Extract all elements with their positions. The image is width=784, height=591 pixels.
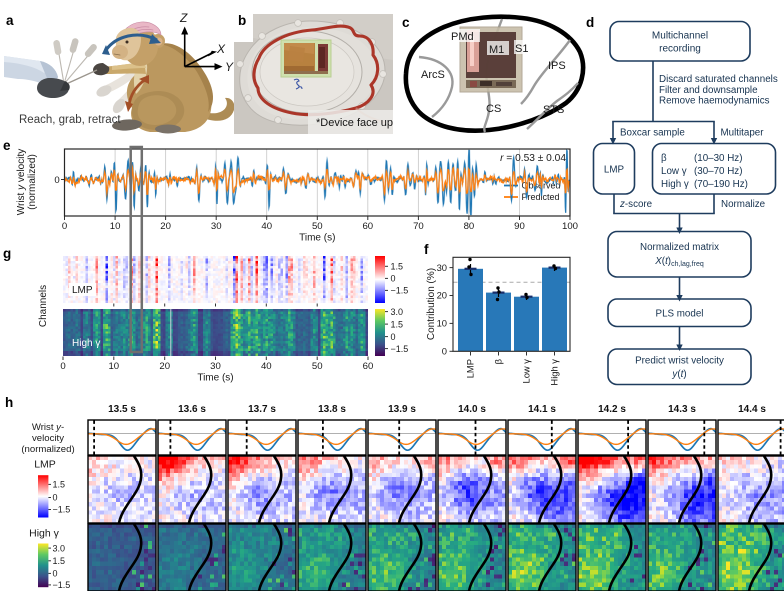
svg-text:*Device face up: *Device face up xyxy=(316,117,393,129)
svg-text:Time (s): Time (s) xyxy=(299,233,335,244)
svg-text:β: β xyxy=(661,153,667,164)
svg-text:−1.5: −1.5 xyxy=(391,344,409,354)
svg-text:0: 0 xyxy=(391,274,396,284)
svg-text:(30–70 Hz): (30–70 Hz) xyxy=(694,166,742,177)
svg-text:(10–30 Hz): (10–30 Hz) xyxy=(694,153,742,164)
svg-text:Normalized matrix: Normalized matrix xyxy=(640,242,719,253)
svg-text:100: 100 xyxy=(562,221,578,232)
svg-text:30: 30 xyxy=(211,221,222,232)
svg-text:velocity: velocity xyxy=(32,433,64,444)
svg-text:PMd: PMd xyxy=(451,31,474,43)
svg-text:(normalized): (normalized) xyxy=(27,154,38,210)
svg-text:1.5: 1.5 xyxy=(391,262,404,272)
svg-text:40: 40 xyxy=(261,361,272,372)
svg-text:60: 60 xyxy=(362,221,373,232)
svg-text:14.0 s: 14.0 s xyxy=(458,404,486,415)
svg-text:1.5: 1.5 xyxy=(391,319,404,329)
svg-text:13.8 s: 13.8 s xyxy=(318,404,346,415)
svg-text:Discard saturated channels: Discard saturated channels xyxy=(659,74,778,85)
svg-text:−1.5: −1.5 xyxy=(391,286,409,296)
svg-text:LMP: LMP xyxy=(465,359,476,378)
svg-text:IPS: IPS xyxy=(548,60,566,72)
svg-text:1.5: 1.5 xyxy=(53,480,66,490)
svg-text:70: 70 xyxy=(413,221,424,232)
svg-text:10: 10 xyxy=(437,318,447,329)
svg-text:z-score: z-score xyxy=(619,199,653,210)
svg-text:y(t): y(t) xyxy=(671,369,686,380)
svg-text:14.1 s: 14.1 s xyxy=(528,404,556,415)
svg-text:STS: STS xyxy=(543,104,564,116)
svg-text:13.5 s: 13.5 s xyxy=(108,404,136,415)
svg-text:0: 0 xyxy=(442,346,447,357)
svg-text:3.0: 3.0 xyxy=(53,543,66,553)
svg-text:20: 20 xyxy=(437,290,447,301)
svg-text:0: 0 xyxy=(53,569,58,579)
svg-text:Multichannel: Multichannel xyxy=(652,31,708,42)
svg-text:30: 30 xyxy=(437,262,447,273)
svg-text:60: 60 xyxy=(363,361,374,372)
svg-text:40: 40 xyxy=(261,221,272,232)
svg-text:Multitaper: Multitaper xyxy=(721,128,765,139)
svg-text:(70–190 Hz): (70–190 Hz) xyxy=(694,179,748,190)
svg-text:0: 0 xyxy=(62,221,67,232)
svg-text:β: β xyxy=(493,358,504,364)
svg-text:3.0: 3.0 xyxy=(391,307,404,317)
svg-text:Channels: Channels xyxy=(38,285,49,327)
svg-text:30: 30 xyxy=(210,361,221,372)
svg-text:Remove haemodynamics: Remove haemodynamics xyxy=(659,96,770,107)
svg-text:13.6 s: 13.6 s xyxy=(178,404,206,415)
svg-text:20: 20 xyxy=(159,361,170,372)
svg-text:CS: CS xyxy=(486,103,501,115)
svg-text:14.4 s: 14.4 s xyxy=(738,404,766,415)
svg-text:PLS model: PLS model xyxy=(656,309,704,320)
svg-text:−1.5: −1.5 xyxy=(53,505,71,515)
svg-text:Low γ: Low γ xyxy=(661,166,687,177)
svg-text:0: 0 xyxy=(54,175,59,186)
svg-text:Contribution (%): Contribution (%) xyxy=(426,268,437,340)
svg-text:20: 20 xyxy=(160,221,171,232)
svg-text:recording: recording xyxy=(659,44,701,55)
svg-text:14.2 s: 14.2 s xyxy=(598,404,626,415)
svg-text:13.9 s: 13.9 s xyxy=(388,404,416,415)
svg-text:0: 0 xyxy=(53,493,58,503)
svg-text:Low γ: Low γ xyxy=(521,359,532,384)
svg-text:Filter and downsample: Filter and downsample xyxy=(659,85,758,96)
svg-text:Wrist y velocity: Wrist y velocity xyxy=(16,149,27,216)
svg-text:13.7 s: 13.7 s xyxy=(248,404,276,415)
svg-text:Z: Z xyxy=(179,11,188,25)
svg-text:0: 0 xyxy=(391,332,396,342)
svg-text:−1.5: −1.5 xyxy=(53,580,71,590)
svg-text:Y: Y xyxy=(225,60,234,74)
svg-text:Normalize: Normalize xyxy=(721,199,766,210)
svg-text:Predict wrist velocity: Predict wrist velocity xyxy=(635,356,724,367)
svg-text:14.3 s: 14.3 s xyxy=(668,404,696,415)
svg-text:0: 0 xyxy=(60,361,65,372)
svg-text:Reach, grab, retract: Reach, grab, retract xyxy=(19,114,121,126)
svg-text:X(t)ch,lag,freq: X(t)ch,lag,freq xyxy=(654,256,704,268)
svg-text:High γ: High γ xyxy=(549,359,560,386)
svg-text:80: 80 xyxy=(464,221,475,232)
svg-text:ArcS: ArcS xyxy=(421,69,445,81)
svg-text:High γ: High γ xyxy=(661,179,689,190)
svg-text:S1: S1 xyxy=(515,43,528,55)
svg-text:Wrist y-: Wrist y- xyxy=(32,422,64,433)
svg-text:10: 10 xyxy=(110,221,121,232)
svg-text:LMP: LMP xyxy=(34,459,56,471)
svg-text:High γ: High γ xyxy=(29,528,60,540)
svg-text:50: 50 xyxy=(312,221,323,232)
svg-text:1.5: 1.5 xyxy=(53,556,66,566)
svg-text:LMP: LMP xyxy=(604,165,625,176)
svg-text:50: 50 xyxy=(312,361,323,372)
svg-text:Time (s): Time (s) xyxy=(197,373,233,384)
svg-text:90: 90 xyxy=(514,221,525,232)
svg-text:(normalized): (normalized) xyxy=(21,444,74,455)
svg-text:X: X xyxy=(216,42,226,56)
svg-text:10: 10 xyxy=(108,361,119,372)
svg-text:M1: M1 xyxy=(489,44,504,56)
svg-text:Boxcar sample: Boxcar sample xyxy=(620,128,685,139)
